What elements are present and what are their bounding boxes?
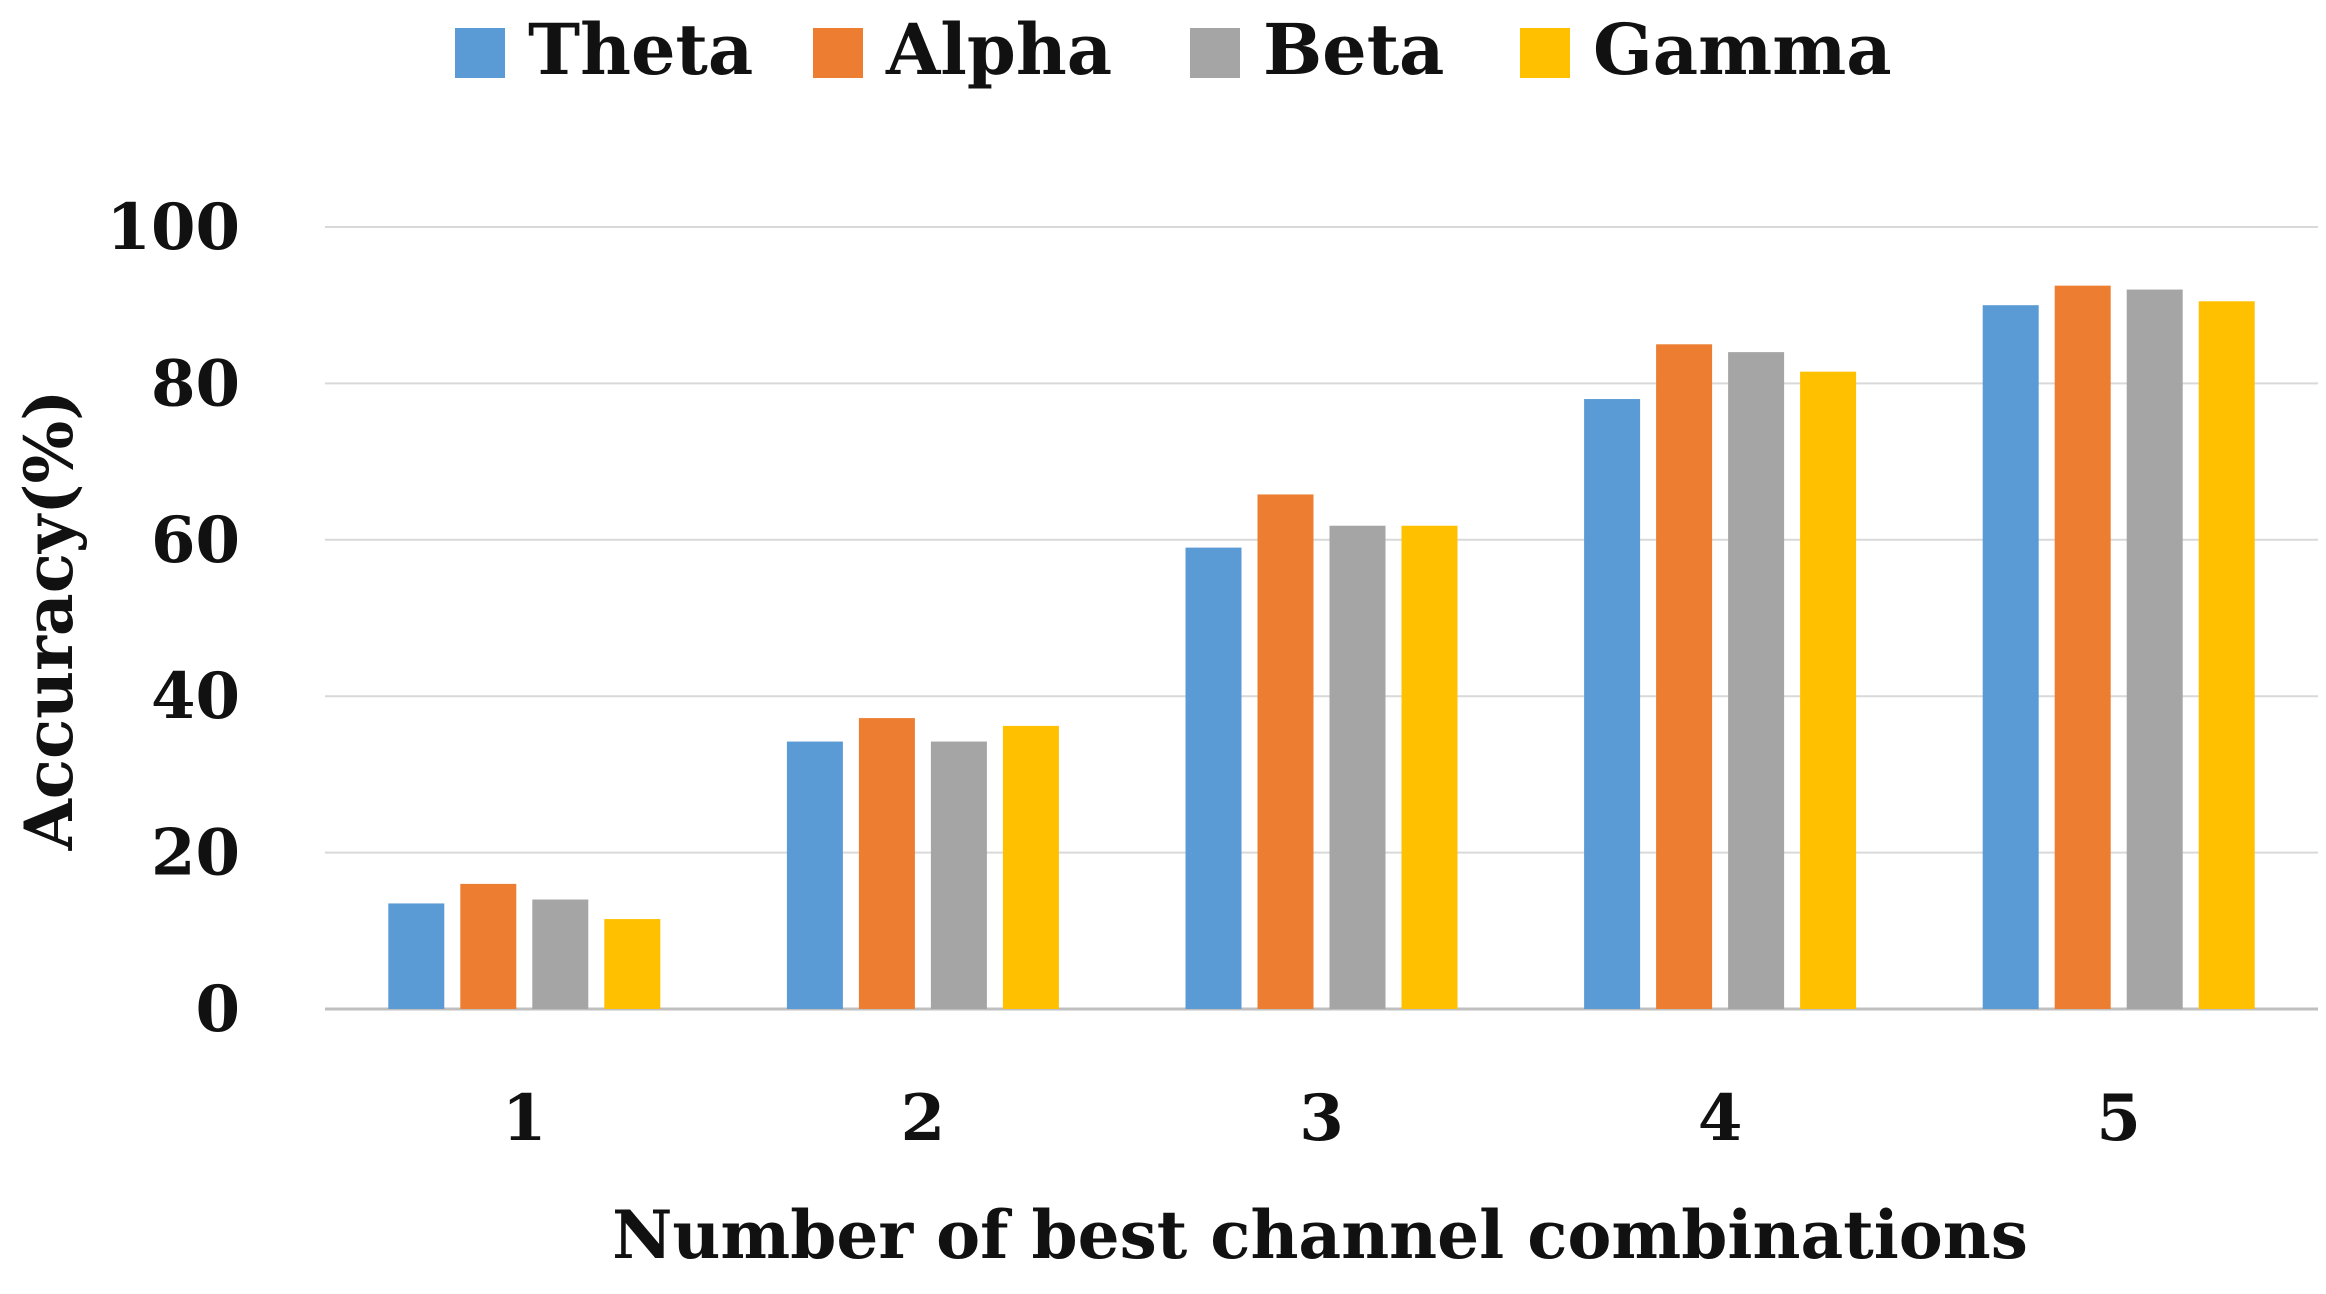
bar-gamma-3 — [1401, 525, 1458, 1009]
bar-gamma-5 — [2198, 301, 2255, 1009]
bar-beta-1 — [532, 899, 589, 1009]
legend-label-alpha: Alpha — [885, 8, 1112, 91]
bar-gamma-2 — [1002, 725, 1059, 1009]
bar-beta-2 — [930, 741, 987, 1009]
bar-theta-2 — [786, 741, 843, 1009]
bar-alpha-4 — [1656, 344, 1713, 1009]
y-tick-label-80: 80 — [151, 346, 240, 421]
bar-theta-3 — [1185, 547, 1242, 1009]
legend-swatch-theta — [455, 28, 505, 78]
legend-label-theta: Theta — [528, 8, 753, 91]
bar-beta-5 — [2126, 289, 2183, 1009]
legend-label-gamma: Gamma — [1593, 8, 1892, 91]
legend: Theta Alpha Beta Gamma — [455, 8, 1892, 91]
x-tick-label-2: 2 — [901, 1081, 946, 1156]
y-tick-label-60: 60 — [151, 503, 240, 578]
legend-swatch-beta — [1190, 28, 1240, 78]
x-axis-ticks: 1 2 3 4 5 — [502, 1081, 2141, 1156]
x-tick-label-4: 4 — [1698, 1081, 1743, 1156]
bar-theta-1 — [388, 903, 445, 1009]
y-tick-label-40: 40 — [151, 659, 240, 734]
bar-theta-5 — [1982, 305, 2039, 1009]
bar-theta-4 — [1584, 399, 1641, 1009]
y-axis-label: Accuracy(%) — [10, 390, 88, 852]
x-tick-label-1: 1 — [502, 1081, 547, 1156]
bar-beta-4 — [1728, 352, 1785, 1009]
y-tick-label-0: 0 — [195, 972, 240, 1047]
y-axis-ticks: 0 20 40 60 80 100 — [106, 190, 240, 1047]
bar-alpha-5 — [2054, 285, 2111, 1009]
x-axis-label: Number of best channel combinations — [612, 1196, 2028, 1274]
y-tick-label-20: 20 — [151, 816, 240, 891]
x-tick-label-5: 5 — [2096, 1081, 2141, 1156]
bar-alpha-3 — [1257, 494, 1314, 1010]
bar-beta-3 — [1329, 525, 1386, 1009]
legend-label-beta: Beta — [1263, 8, 1444, 91]
bar-gamma-1 — [604, 919, 661, 1009]
x-tick-label-3: 3 — [1299, 1081, 1344, 1156]
bars — [388, 285, 2255, 1010]
bar-gamma-4 — [1800, 371, 1857, 1009]
bar-alpha-1 — [460, 883, 517, 1009]
legend-swatch-gamma — [1520, 28, 1570, 78]
legend-swatch-alpha — [813, 28, 863, 78]
y-tick-label-100: 100 — [106, 190, 240, 265]
bar-alpha-2 — [858, 718, 915, 1009]
